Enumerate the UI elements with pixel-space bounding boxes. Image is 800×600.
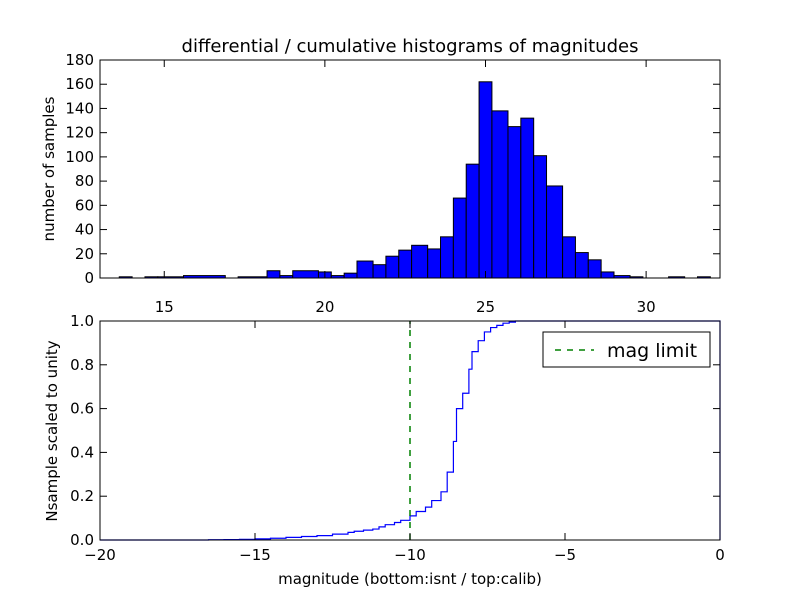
y-tick-label: 0.0 (70, 531, 94, 549)
histogram-bar (587, 259, 602, 279)
cumulative-x-axis-label: magnitude (bottom:isnt / top:calib) (278, 570, 542, 588)
legend: mag limit (542, 331, 711, 368)
y-tick-label: 0.8 (70, 356, 94, 374)
y-tick-label: 0 (84, 269, 94, 287)
histogram-bar (385, 255, 400, 279)
cumulative-panel: 0.0 0.2 0.4 0.6 0.8 1.0 −20 −15 −10 −5 0 magnitud… (43, 312, 725, 588)
y-tick-label: 60 (75, 196, 94, 214)
histogram-bar (546, 185, 564, 279)
histogram-y-ticks: 0 20 40 60 80 100 120 140 160 180 (65, 51, 720, 287)
histogram-bar (356, 260, 374, 279)
y-tick-label: 120 (65, 124, 94, 142)
histogram-panel: differential / cumulative histograms of … (40, 36, 721, 316)
histogram-bar (562, 236, 576, 279)
histogram-bar (292, 270, 319, 279)
cumulative-y-axis-label: Nsample scaled to unity (43, 340, 61, 521)
histogram-bars (118, 81, 711, 279)
histogram-bar (266, 270, 281, 279)
x-tick-label: 25 (476, 298, 495, 316)
legend-label-mag-limit: mag limit (607, 340, 697, 362)
x-tick-label: 20 (315, 298, 334, 316)
histogram-bar (478, 81, 493, 279)
histogram-bar (533, 155, 548, 279)
y-tick-label: 180 (65, 51, 94, 69)
histogram-bar (398, 249, 413, 279)
x-tick-label: −20 (84, 546, 116, 564)
histogram-x-ticks: 15 20 25 30 (155, 60, 656, 316)
y-tick-label: 20 (75, 245, 94, 263)
x-tick-label: 0 (715, 546, 725, 564)
histogram-bar (372, 264, 387, 279)
x-tick-label: −10 (394, 546, 426, 564)
histogram-y-axis-label: number of samples (40, 96, 58, 241)
x-tick-label: −15 (239, 546, 271, 564)
y-tick-label: 80 (75, 172, 94, 190)
histogram-bar (411, 244, 429, 279)
cumulative-step-line (100, 320, 721, 541)
histogram-bar (574, 252, 589, 279)
cumulative-y-ticks: 0.0 0.2 0.4 0.6 0.8 1.0 (70, 312, 720, 549)
cumulative-x-ticks: −20 −15 −10 −5 0 (84, 321, 725, 564)
chart-title: differential / cumulative histograms of … (182, 36, 639, 57)
y-tick-label: 100 (65, 148, 94, 166)
x-tick-label: 30 (637, 298, 656, 316)
histogram-bar (343, 272, 358, 279)
x-tick-label: 15 (155, 298, 174, 316)
y-tick-label: 40 (75, 221, 94, 239)
y-tick-label: 160 (65, 75, 94, 93)
histogram-bar (427, 248, 442, 279)
y-tick-label: 0.2 (70, 487, 94, 505)
y-tick-label: 140 (65, 99, 94, 117)
histogram-bar (520, 117, 535, 279)
y-tick-label: 0.6 (70, 400, 94, 418)
histogram-bar (507, 126, 522, 279)
cumulative-lines (100, 320, 721, 541)
histogram-bar (600, 271, 615, 279)
histogram-bar (440, 236, 454, 279)
histogram-bar (452, 197, 467, 279)
y-tick-label: 1.0 (70, 312, 94, 330)
histogram-bar (465, 163, 480, 279)
histogram-bar (491, 110, 509, 279)
y-tick-label: 0.4 (70, 443, 94, 461)
x-tick-label: −5 (554, 546, 576, 564)
histogram-plot-frame (99, 59, 721, 279)
